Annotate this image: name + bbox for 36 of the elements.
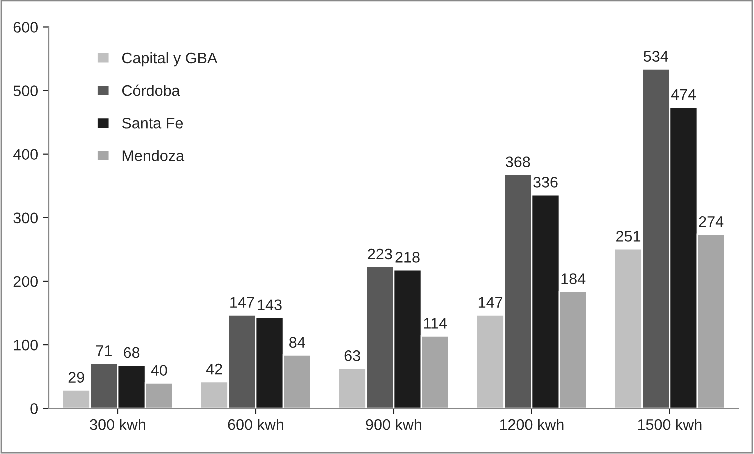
y-tick-label: 600 [14,22,38,33]
data-label: 114 [424,318,448,329]
legend-label: Mendoza [122,150,185,162]
x-tick-label: 600 kwh [228,419,284,430]
data-label: 251 [616,231,641,242]
x-tick-label: 300 kwh [90,419,146,430]
y-tick-label: 500 [14,86,38,96]
y-tick-label: 300 [14,212,38,224]
data-label: 218 [396,252,420,263]
data-label: 336 [534,177,558,188]
data-label: 368 [506,156,530,168]
data-label: 147 [478,297,503,308]
data-label: 71 [96,346,112,356]
y-tick-label: 200 [14,276,38,288]
data-label: 29 [68,372,84,383]
y-tick-label: 400 [13,149,38,160]
data-label: 84 [290,337,306,348]
data-label: 147 [230,297,254,308]
data-label: 474 [671,89,696,100]
data-label: 534 [644,51,668,62]
legend-label: Capital y GBA [122,52,218,67]
y-tick-label: 0 [30,403,38,414]
data-label: 143 [258,300,282,311]
data-label: 63 [344,350,360,362]
data-label: 40 [151,365,168,376]
x-tick-label: 1200 kwh [500,419,564,430]
data-label: 184 [562,274,586,284]
x-tick-label: 900 kwh [366,419,422,430]
legend-label: Santa Fe [122,118,184,129]
legend-label: Córdoba [122,84,180,96]
data-label: 274 [699,216,724,228]
data-label: 68 [124,347,140,358]
data-label: 223 [368,248,392,260]
y-tick-label: 100 [14,340,38,351]
data-label: 42 [206,364,222,375]
x-tick-label: 1500 kwh [638,419,702,430]
